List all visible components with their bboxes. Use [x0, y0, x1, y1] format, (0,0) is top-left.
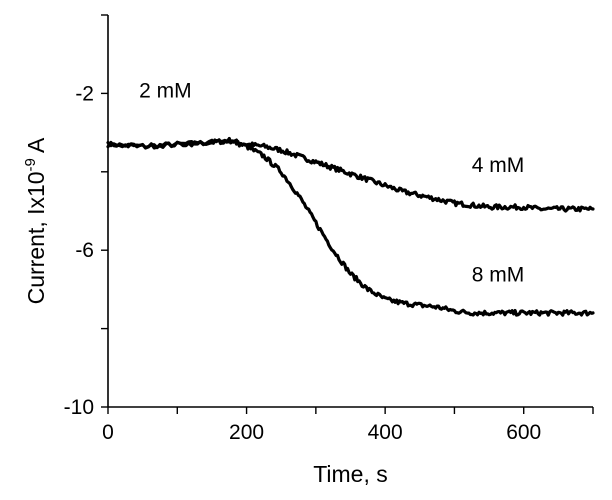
x-tick-label: 200	[229, 421, 264, 444]
series-annotation: 4 mM	[472, 154, 525, 177]
y-tick-label: -2	[75, 82, 94, 105]
x-axis-title: Time, s	[313, 461, 388, 487]
series-layer	[106, 136, 595, 317]
y-axis-title: Current, Ix10-9 A	[22, 137, 49, 304]
y-axis-title-unit: A	[23, 137, 49, 158]
x-tick-label: 600	[506, 421, 541, 444]
x-tick-label: 0	[102, 421, 114, 444]
ticks-layer	[101, 14, 594, 414]
y-axis-title-exponent: -9	[22, 158, 39, 171]
series-annotation: 8 mM	[472, 264, 525, 287]
labels-layer: 0 200 400 600 -2 -6 -10 2 mM 4 mM 8 mM	[64, 79, 542, 444]
series-line-2	[106, 138, 595, 317]
y-tick-label: -10	[64, 396, 94, 419]
series-annotation: 2 mM	[139, 79, 192, 102]
x-tick-label: 400	[368, 421, 403, 444]
y-tick-label: -6	[75, 239, 94, 262]
y-axis-title-main: Current, Ix10	[23, 171, 49, 304]
